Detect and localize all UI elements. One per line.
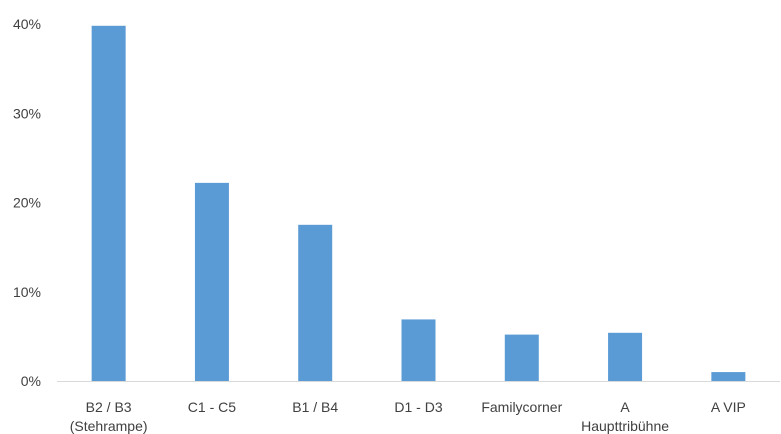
x-category-label: A (620, 399, 630, 415)
x-category-label: Haupttribühne (581, 418, 669, 434)
y-tick-label: 20% (13, 195, 41, 211)
bar (194, 182, 229, 381)
bar (298, 224, 333, 381)
y-tick-label: 0% (21, 373, 41, 389)
x-category-label: A VIP (711, 399, 746, 415)
bar (711, 372, 746, 381)
x-category-label: B2 / B3 (86, 399, 132, 415)
x-category-label: (Stehrampe) (70, 418, 148, 434)
y-tick-label: 40% (13, 16, 41, 32)
bars (91, 25, 746, 381)
x-category-label: C1 - C5 (188, 399, 236, 415)
x-category-label: Familycorner (481, 399, 562, 415)
bar (504, 334, 539, 381)
y-axis: 0% 10% 20% 30% 40% (13, 16, 41, 389)
x-axis: B2 / B3 (Stehrampe) C1 - C5 B1 / B4 D1 - D3 F… (70, 399, 746, 434)
y-tick-label: 10% (13, 284, 41, 300)
x-category-label: D1 - D3 (394, 399, 442, 415)
y-tick-label: 30% (13, 105, 41, 121)
bar (608, 332, 643, 381)
bar (91, 25, 126, 381)
bar (401, 319, 436, 381)
x-category-label: B1 / B4 (292, 399, 338, 415)
